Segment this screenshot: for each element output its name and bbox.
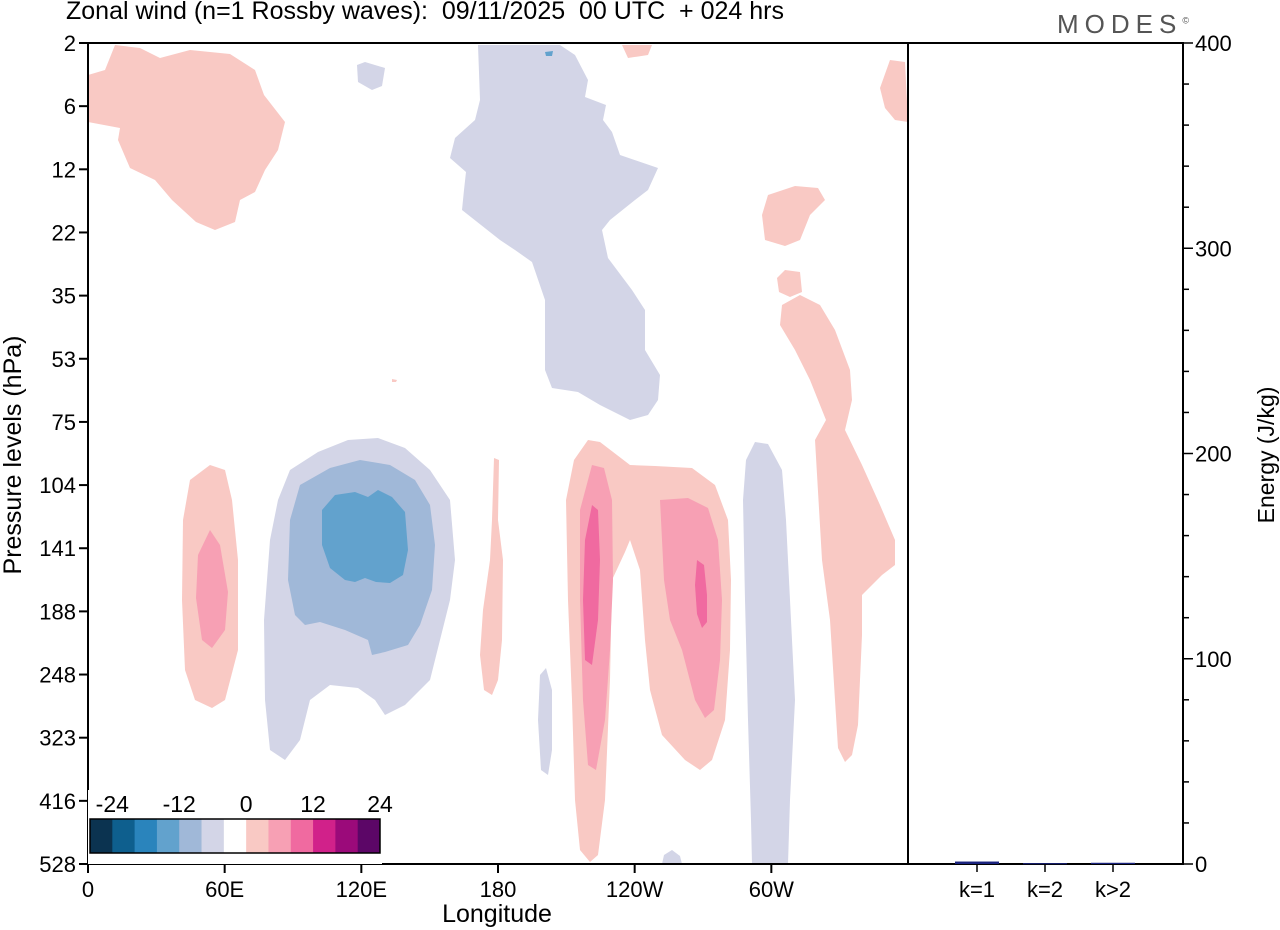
x-tick-label: 120W	[606, 877, 664, 902]
x-axis: 0 60E 120E 180 120W 60W	[82, 864, 794, 902]
colorbar-swatch	[179, 819, 203, 853]
heatmap-field	[88, 45, 908, 864]
x-tick-label: 180	[480, 877, 517, 902]
contour-cool-small	[357, 62, 385, 90]
energy-x-axis: k=1 k=2 k>2	[959, 864, 1131, 902]
contour-cool-upper-center	[450, 45, 660, 420]
colorbar-swatch	[201, 819, 225, 853]
x-tick-label: 60E	[205, 877, 244, 902]
energy-bar	[955, 861, 999, 864]
contour-cool-tiny	[545, 51, 553, 56]
x-tick-label: 60W	[749, 877, 794, 902]
energy-x-tick-label: k=2	[1027, 877, 1063, 902]
contour-warm-right-strip	[780, 295, 895, 762]
energy-x-tick-label: k=1	[959, 877, 995, 902]
contour-warm-right-top	[880, 60, 908, 122]
y-tick-label: 75	[52, 410, 76, 435]
energy-y-tick-label: 400	[1195, 31, 1232, 56]
colorbar-label: 24	[367, 791, 393, 817]
contour-warm-upper-left	[88, 45, 285, 230]
y-tick-label: 104	[39, 473, 76, 498]
modes-logo: MODES©	[1057, 9, 1189, 39]
colorbar-label: 12	[300, 791, 326, 817]
x-tick-label: 0	[82, 877, 94, 902]
colorbar-swatch	[313, 819, 336, 853]
contour-warm-top-small	[622, 45, 652, 58]
contour-cool-strip-a	[538, 668, 552, 775]
y-tick-label: 12	[52, 157, 76, 182]
contour-warm-central-core-a	[583, 505, 600, 665]
colorbar-swatch	[268, 819, 292, 853]
colorbar-swatch	[335, 819, 359, 853]
energy-bars	[955, 861, 1135, 865]
contour-cool-eastern-pacific	[743, 442, 795, 864]
contour-cool-small-bottom	[662, 850, 682, 864]
energy-panel-frame	[907, 42, 1184, 865]
energy-x-tick-label: k>2	[1095, 877, 1131, 902]
energy-bar	[1091, 862, 1135, 864]
y-tick-label: 248	[39, 663, 76, 688]
colorbar-label: -24	[96, 791, 129, 817]
colorbar-swatch	[156, 819, 180, 853]
energy-y-tick-label: 100	[1195, 647, 1232, 672]
x-axis-label: Longitude	[442, 900, 552, 928]
contour-warm-right-small2	[777, 270, 802, 297]
x-tick-label: 120E	[336, 877, 387, 902]
energy-bar	[1023, 863, 1067, 865]
colorbar-swatch	[112, 819, 136, 853]
contour-warm-west-pacific-core	[196, 530, 228, 648]
y-tick-label: 141	[39, 536, 76, 561]
energy-y-tick-label: 200	[1195, 442, 1232, 467]
colorbar: -24 -12 0 12 24	[88, 790, 393, 864]
contour-warm-right-small	[762, 186, 825, 246]
y-tick-label: 2	[64, 31, 76, 56]
energy-y-tick-label: 0	[1195, 852, 1207, 877]
contour-warm-narrow-180	[480, 458, 503, 695]
colorbar-label: 0	[240, 791, 253, 817]
colorbar-swatch	[357, 819, 381, 853]
y-tick-label: 22	[52, 220, 76, 245]
y-tick-label: 188	[39, 599, 76, 624]
chart-title: Zonal wind (n=1 Rossby waves): 09/11/202…	[66, 0, 784, 25]
y-tick-label: 53	[52, 347, 76, 372]
y-tick-label: 35	[52, 284, 76, 309]
colorbar-swatch	[90, 819, 113, 853]
colorbar-swatch	[134, 819, 158, 853]
colorbar-swatch	[223, 819, 247, 853]
colorbar-swatch	[290, 819, 314, 853]
y-tick-label: 6	[64, 94, 76, 119]
colorbar-swatch	[246, 819, 269, 853]
y-tick-label: 528	[39, 852, 76, 877]
y-axis-label: Pressure levels (hPa)	[0, 336, 27, 575]
contour-warm-central-core-b	[695, 560, 707, 628]
energy-y-axis: 0 100 200 300 400	[1183, 31, 1232, 877]
energy-axis-label: Energy (J/kg)	[1253, 387, 1279, 524]
colorbar-frame	[89, 818, 381, 854]
y-tick-label: 416	[39, 789, 76, 814]
energy-y-tick-label: 300	[1195, 236, 1232, 261]
contour-warm-dot	[392, 379, 397, 382]
contour-warm-central-mid-b	[660, 498, 722, 718]
y-tick-label: 323	[39, 726, 76, 751]
colorbar-label: -12	[163, 791, 196, 817]
contour-cool-maritime-core	[322, 490, 408, 583]
y-axis: 2 6 12 22 35 53 75 104 141 188 248 323 416 528	[39, 31, 88, 877]
